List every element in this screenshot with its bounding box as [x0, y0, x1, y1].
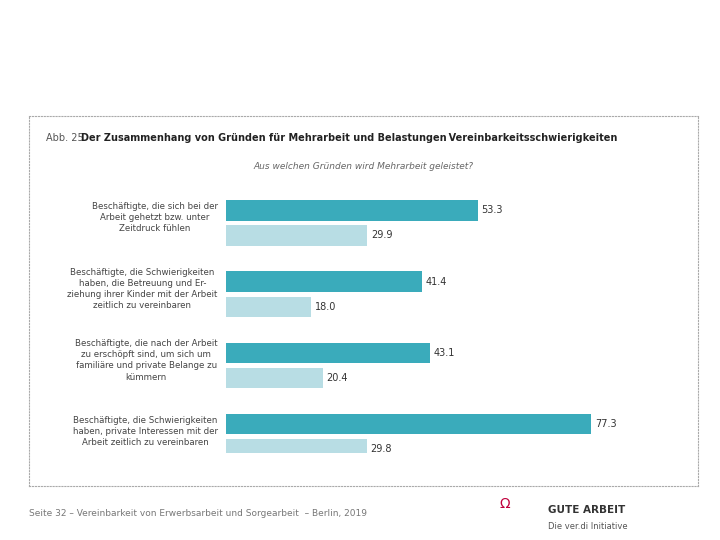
Text: 20.4: 20.4 — [326, 373, 348, 383]
Text: 43.1: 43.1 — [433, 348, 455, 358]
Bar — [226, 200, 478, 220]
Text: Beschäftigte, die Schwierigkeiten
haben, die Betreuung und Er-
ziehung ihrer Kin: Beschäftigte, die Schwierigkeiten haben,… — [67, 268, 217, 310]
Bar — [226, 296, 311, 317]
Text: Flexibilisierung von Arbeitszeit und Arbeitsort: Flexibilisierung von Arbeitszeit und Arb… — [18, 68, 397, 85]
Bar — [226, 272, 422, 292]
Text: 77.3: 77.3 — [595, 419, 616, 429]
Bar — [226, 368, 323, 388]
Text: Abb. 25: Abb. 25 — [45, 133, 89, 143]
Bar — [226, 225, 367, 246]
Text: Der Zusammenhang von Gründen für Mehrarbeit und Belastungen Vereinbarkeitsschwie: Der Zusammenhang von Gründen für Mehrarb… — [81, 133, 618, 143]
Text: Aus welchen Gründen wird Mehrarbeit geleistet?: Aus welchen Gründen wird Mehrarbeit gele… — [253, 163, 474, 171]
Text: 29.8: 29.8 — [371, 444, 392, 454]
Text: Seite 32 – Vereinbarkeit von Erwerbsarbeit und Sorgearbeit  – Berlin, 2019: Seite 32 – Vereinbarkeit von Erwerbsarbe… — [29, 509, 366, 518]
Text: 29.9: 29.9 — [372, 231, 392, 240]
Text: Beschäftigte, die nach der Arbeit
zu erschöpft sind, um sich um
familiäre und pr: Beschäftigte, die nach der Arbeit zu ers… — [75, 339, 217, 382]
Bar — [226, 414, 591, 434]
Bar — [226, 439, 367, 460]
Text: Ω: Ω — [500, 497, 510, 511]
Text: Beschäftigte, die Schwierigkeiten
haben, private Interessen mit der
Arbeit zeitl: Beschäftigte, die Schwierigkeiten haben,… — [73, 416, 217, 447]
Text: 18.0: 18.0 — [315, 302, 336, 312]
Text: GUTE ARBEIT: GUTE ARBEIT — [548, 505, 625, 516]
Text: ver di: ver di — [647, 505, 687, 518]
Text: Die ver.di Initiative: Die ver.di Initiative — [548, 522, 628, 531]
Text: 41.4: 41.4 — [426, 276, 447, 287]
Text: Beschäftigte, die sich bei der
Arbeit gehetzt bzw. unter
Zeitdruck fühlen: Beschäftigte, die sich bei der Arbeit ge… — [91, 202, 217, 233]
Bar — [226, 343, 430, 363]
Text: Studie Vereinbarkeit von Erwerbsarbeit und Sorgearbeit: Studie Vereinbarkeit von Erwerbsarbeit u… — [18, 21, 639, 40]
Text: 53.3: 53.3 — [482, 205, 503, 215]
